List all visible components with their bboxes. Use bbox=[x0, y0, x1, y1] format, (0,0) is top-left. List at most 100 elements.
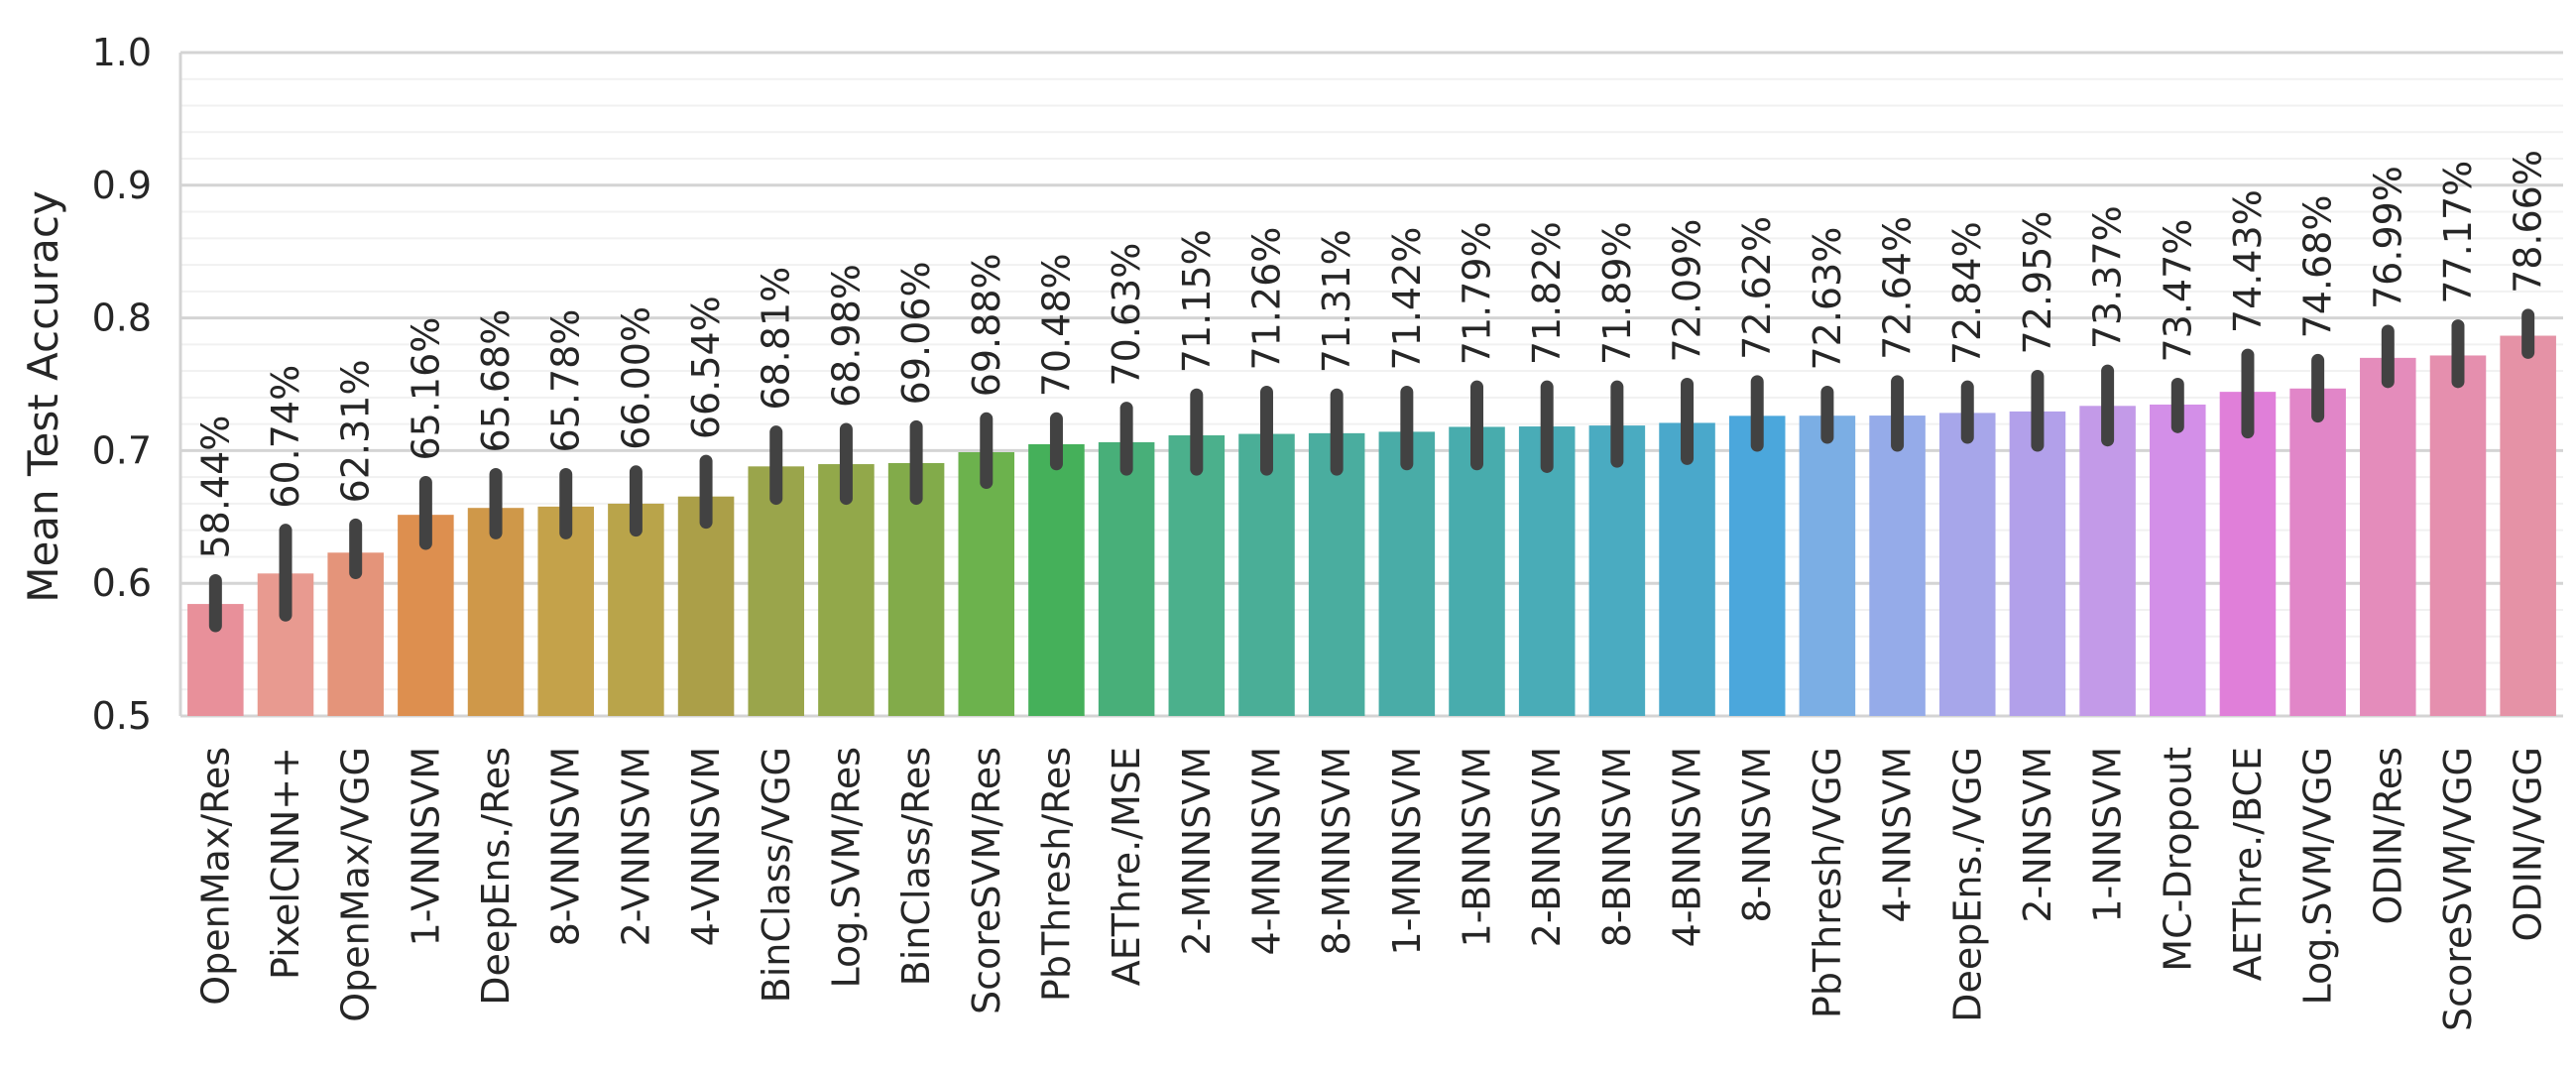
x-tick-label: 1-VNNSVM bbox=[404, 747, 447, 946]
data-label: 65.16% bbox=[404, 317, 447, 461]
y-tick-label: 0.7 bbox=[92, 428, 152, 472]
data-label: 66.00% bbox=[614, 306, 657, 450]
bar bbox=[2429, 355, 2487, 716]
bar bbox=[1938, 413, 1996, 716]
bar bbox=[1238, 433, 1295, 716]
data-label: 71.15% bbox=[1175, 229, 1219, 373]
bar bbox=[2079, 406, 2136, 716]
data-label: 69.88% bbox=[965, 253, 1008, 397]
data-label: 68.98% bbox=[824, 264, 868, 408]
bar bbox=[608, 503, 664, 716]
x-tick-label: Log.SVM/VGG bbox=[2296, 747, 2340, 1006]
data-label: 74.43% bbox=[2226, 189, 2270, 333]
bar bbox=[1869, 416, 1926, 716]
x-tick-label: 1-BNNSVM bbox=[1456, 747, 1499, 947]
x-tick-label: ODIN/VGG bbox=[2507, 747, 2550, 942]
data-label: 71.42% bbox=[1385, 227, 1429, 371]
data-label: 73.47% bbox=[2156, 219, 2199, 363]
bar bbox=[327, 552, 384, 716]
data-label: 68.81% bbox=[755, 267, 798, 411]
x-tick-label: 4-VNNSVM bbox=[684, 747, 728, 946]
bar bbox=[958, 452, 1015, 716]
x-tick-label: OpenMax/VGG bbox=[334, 747, 378, 1022]
data-label: 69.06% bbox=[894, 261, 938, 405]
x-tick-label: 1-MNNSVM bbox=[1385, 747, 1429, 955]
bar bbox=[887, 462, 945, 716]
bar bbox=[1378, 431, 1436, 716]
x-tick-label: 8-BNNSVM bbox=[1595, 747, 1639, 947]
data-label: 72.09% bbox=[1666, 219, 1709, 363]
bar bbox=[2150, 404, 2206, 716]
y-tick-label: 0.6 bbox=[92, 561, 152, 605]
x-tick-label: 2-BNNSVM bbox=[1525, 747, 1569, 947]
data-labels: 58.44% 60.74% 62.31% 65.16% 65.68% 65.78% 66.0… bbox=[193, 150, 2549, 559]
x-tick-label: 2-NNSVM bbox=[2016, 747, 2059, 923]
data-label: 62.31% bbox=[334, 359, 378, 503]
data-label: 70.48% bbox=[1034, 253, 1078, 397]
data-label: 78.66% bbox=[2507, 150, 2550, 294]
bar bbox=[1449, 426, 1505, 716]
data-label: 58.44% bbox=[193, 416, 237, 559]
x-tick-label: 4-BNNSVM bbox=[1666, 747, 1709, 947]
x-tick-label: BinClass/VGG bbox=[755, 747, 798, 1003]
y-tick-label: 0.9 bbox=[92, 164, 152, 207]
data-label: 76.99% bbox=[2366, 166, 2409, 309]
bar bbox=[1799, 416, 1856, 716]
bar bbox=[818, 464, 875, 716]
bar bbox=[1028, 443, 1085, 716]
x-tick-label: BinClass/Res bbox=[894, 747, 938, 986]
x-tick-label: 4-NNSVM bbox=[1876, 747, 1920, 923]
x-tick-label: 8-NNSVM bbox=[1735, 747, 1779, 923]
data-label: 73.37% bbox=[2086, 205, 2130, 349]
data-label: 65.78% bbox=[544, 309, 588, 453]
y-axis-title: Mean Test Accuracy bbox=[19, 190, 67, 603]
bar bbox=[2500, 335, 2556, 716]
data-label: 72.63% bbox=[1806, 227, 1849, 371]
data-label: 77.17% bbox=[2436, 161, 2480, 304]
bar bbox=[1308, 432, 1365, 716]
x-tick-label: ScoreSVM/Res bbox=[965, 747, 1008, 1014]
x-tick-label: 8-VNNSVM bbox=[544, 747, 588, 946]
bar bbox=[1728, 416, 1786, 716]
data-label: 71.31% bbox=[1315, 229, 1358, 373]
x-tick-label: Log.SVM/Res bbox=[824, 747, 868, 989]
bar bbox=[748, 466, 805, 716]
data-label: 60.74% bbox=[264, 365, 307, 509]
bar bbox=[2009, 411, 2066, 716]
bar bbox=[1588, 425, 1646, 716]
x-tick-label: DeepEns./VGG bbox=[1945, 747, 1989, 1022]
x-tick-label: PbThresh/VGG bbox=[1806, 747, 1849, 1018]
x-tick-label: OpenMax/Res bbox=[193, 747, 237, 1006]
bars bbox=[187, 335, 2556, 716]
x-tick-label: PbThresh/Res bbox=[1034, 747, 1078, 1002]
data-label: 65.68% bbox=[474, 309, 518, 453]
data-label: 71.82% bbox=[1525, 221, 1569, 365]
x-tick-label: ODIN/Res bbox=[2366, 747, 2409, 924]
data-label: 74.68% bbox=[2296, 195, 2340, 339]
x-tick-label: AEThre./MSE bbox=[1105, 747, 1148, 986]
bar bbox=[677, 496, 735, 716]
data-label: 72.62% bbox=[1735, 216, 1779, 360]
bar bbox=[1168, 435, 1226, 716]
data-label: 72.84% bbox=[1945, 221, 1989, 365]
data-label: 70.63% bbox=[1105, 243, 1148, 387]
data-label: 72.95% bbox=[2016, 211, 2059, 355]
data-label: 71.89% bbox=[1595, 221, 1639, 365]
x-tick-label: 4-MNNSVM bbox=[1244, 747, 1288, 955]
y-tick-label: 0.5 bbox=[92, 694, 152, 738]
x-tick-label: DeepEns./Res bbox=[474, 747, 518, 1006]
x-tick-label: MC-Dropout bbox=[2156, 747, 2199, 972]
bar bbox=[2289, 388, 2346, 716]
bar bbox=[2219, 392, 2277, 716]
y-tick-label: 0.8 bbox=[92, 297, 152, 340]
bar bbox=[2360, 357, 2416, 716]
bar bbox=[1659, 422, 1715, 716]
x-tick-label: PixelCNN++ bbox=[264, 747, 307, 980]
data-label: 71.26% bbox=[1244, 227, 1288, 371]
data-label: 71.79% bbox=[1456, 221, 1499, 365]
data-label: 72.64% bbox=[1876, 216, 1920, 360]
bar bbox=[1518, 426, 1576, 716]
x-tick-label: ScoreSVM/VGG bbox=[2436, 747, 2480, 1031]
